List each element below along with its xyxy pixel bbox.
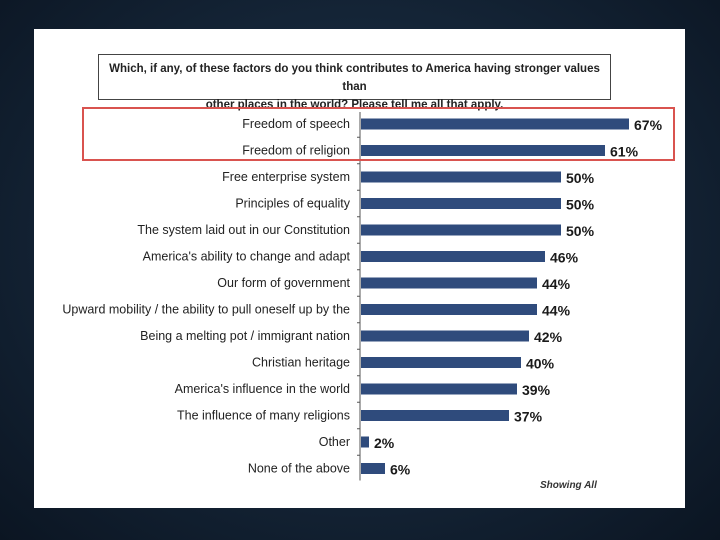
bar — [361, 436, 369, 448]
category-label: America's ability to change and adapt — [143, 250, 351, 264]
bar — [361, 304, 537, 315]
bar-chart: Freedom of speech 67% Freedom of religion 6… — [62, 112, 663, 481]
value-label: 44% — [542, 303, 571, 319]
bar — [361, 224, 561, 236]
category-label: Free enterprise system — [222, 170, 350, 184]
bar — [361, 410, 509, 421]
question-line-1: Which, if any, of these factors do you t… — [109, 63, 600, 93]
category-label: The influence of many religions — [177, 409, 350, 423]
bar — [361, 145, 605, 156]
bar — [361, 330, 529, 342]
category-label: Our form of government — [217, 276, 350, 290]
value-label: 37% — [514, 409, 543, 425]
bar — [361, 357, 521, 368]
slide: Which, if any, of these factors do you t… — [34, 29, 685, 508]
category-label: The system laid out in our Constitution — [137, 223, 350, 237]
value-label: 40% — [526, 356, 555, 372]
bar — [361, 251, 545, 262]
bar — [361, 383, 517, 395]
value-label: 67% — [634, 117, 663, 133]
bar — [361, 463, 385, 474]
category-label: Christian heritage — [252, 356, 350, 370]
bar — [361, 198, 561, 209]
category-label: Principles of equality — [235, 197, 350, 211]
value-label: 61% — [610, 144, 639, 160]
category-label: Upward mobility / the ability to pull on… — [62, 303, 350, 317]
category-label: None of the above — [248, 462, 350, 476]
value-label: 46% — [550, 250, 579, 266]
value-label: 39% — [522, 382, 551, 398]
value-label: 42% — [534, 329, 563, 345]
bar — [361, 277, 537, 289]
value-label: 44% — [542, 276, 571, 292]
category-label: Freedom of speech — [242, 117, 350, 131]
value-label: 6% — [390, 462, 411, 478]
bar — [361, 171, 561, 183]
category-label: Being a melting pot / immigrant nation — [140, 329, 350, 343]
value-label: 50% — [566, 170, 595, 186]
footnote: Showing All — [540, 480, 597, 491]
value-label: 50% — [566, 197, 595, 213]
highlight-box — [82, 107, 675, 161]
bar — [361, 118, 629, 130]
category-label: Other — [319, 435, 350, 449]
value-label: 50% — [566, 223, 595, 239]
category-label: Freedom of religion — [242, 144, 350, 158]
category-label: America's influence in the world — [175, 382, 350, 396]
value-label: 2% — [374, 435, 395, 451]
